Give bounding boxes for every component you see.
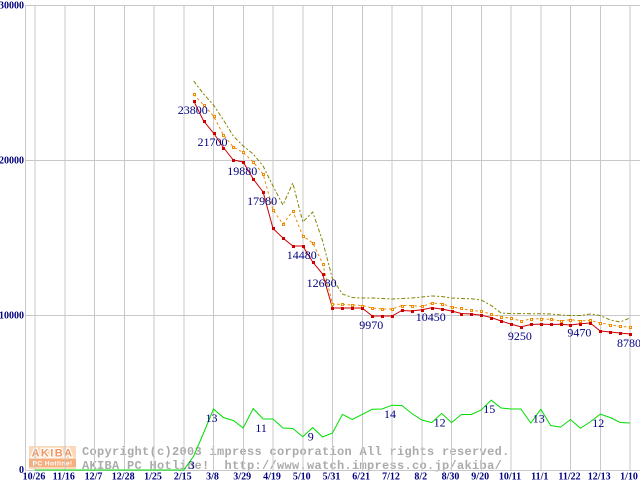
svg-text:9: 9 (308, 430, 314, 444)
svg-text:20000: 20000 (0, 156, 24, 167)
svg-text:19880: 19880 (227, 164, 257, 178)
svg-text:4/19: 4/19 (263, 472, 281, 480)
svg-text:23800: 23800 (178, 103, 208, 117)
svg-text:12: 12 (434, 415, 446, 429)
svg-text:10/11: 10/11 (499, 472, 521, 480)
svg-text:10/26: 10/26 (23, 472, 46, 480)
svg-text:11/1: 11/1 (531, 472, 548, 480)
svg-text:8/30: 8/30 (442, 472, 460, 480)
svg-text:5/31: 5/31 (323, 472, 341, 480)
svg-text:3: 3 (189, 458, 195, 472)
svg-text:11/16: 11/16 (53, 472, 75, 480)
svg-text:17980: 17980 (247, 194, 277, 208)
svg-text:6/21: 6/21 (352, 472, 370, 480)
svg-text:PC Hotline!: PC Hotline! (33, 461, 73, 468)
svg-text:10450: 10450 (416, 310, 446, 324)
svg-text:AKIBA: AKIBA (32, 448, 74, 460)
svg-text:9250: 9250 (508, 329, 532, 343)
svg-text:2/15: 2/15 (174, 472, 192, 480)
svg-text:Copyright(c)2003 impress corpo: Copyright(c)2003 impress corporation All… (82, 445, 510, 459)
svg-text:3/8: 3/8 (206, 472, 219, 480)
svg-text:14: 14 (384, 407, 396, 421)
svg-text:14480: 14480 (287, 248, 317, 262)
svg-text:7/12: 7/12 (382, 472, 400, 480)
svg-text:1/25: 1/25 (144, 472, 162, 480)
svg-text:13: 13 (533, 411, 545, 425)
svg-text:10000: 10000 (0, 311, 24, 322)
svg-text:5/10: 5/10 (293, 472, 311, 480)
svg-text:AKIBA: AKIBA (32, 448, 74, 460)
svg-text:9/20: 9/20 (471, 472, 489, 480)
svg-text:21700: 21700 (198, 135, 228, 149)
svg-text:11: 11 (255, 421, 267, 435)
svg-text:3/29: 3/29 (233, 472, 251, 480)
svg-text:11/22: 11/22 (558, 472, 580, 480)
svg-text:0: 0 (19, 465, 24, 476)
svg-text:9470: 9470 (567, 326, 591, 340)
svg-text:1/10: 1/10 (620, 472, 638, 480)
svg-text:8780: 8780 (617, 336, 640, 350)
svg-text:12/7: 12/7 (85, 472, 103, 480)
svg-text:30000: 30000 (0, 1, 24, 12)
svg-text:AKIBA PC Hotline! http://www.: AKIBA PC Hotline! http://www.watch.impre… (82, 459, 502, 473)
svg-text:12/13: 12/13 (588, 472, 611, 480)
svg-text:8/2: 8/2 (414, 472, 427, 480)
svg-text:12: 12 (592, 416, 604, 430)
svg-text:9970: 9970 (359, 318, 383, 332)
svg-text:15: 15 (483, 402, 495, 416)
svg-text:12/28: 12/28 (112, 472, 135, 480)
svg-text:13: 13 (206, 411, 218, 425)
svg-text:12680: 12680 (307, 276, 337, 290)
